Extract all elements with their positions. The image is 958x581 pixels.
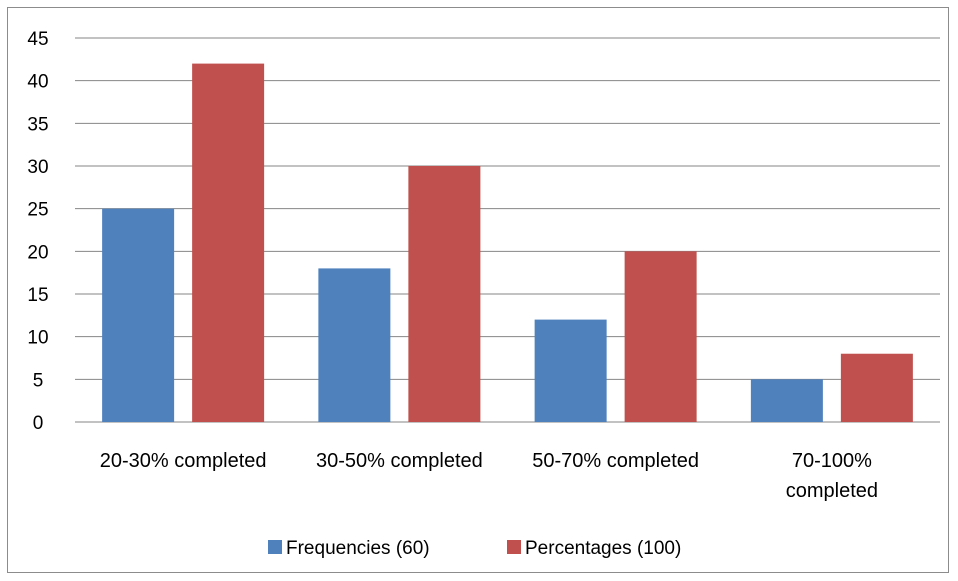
legend: Frequencies (60) Percentages (100)	[268, 538, 681, 559]
y-axis-ticks: 0 5 10 15 20 25 30 35 40 45	[27, 29, 48, 434]
bar-percentages	[840, 353, 913, 422]
bar-percentages	[408, 166, 481, 422]
x-category-label: 30-50% completed	[316, 450, 483, 472]
y-tick-label: 20	[27, 242, 48, 263]
bar-percentages	[192, 63, 265, 422]
legend-swatch	[507, 540, 521, 554]
x-category-label: 70-100%	[792, 450, 872, 472]
bars	[102, 63, 913, 422]
bar-frequencies	[750, 379, 823, 422]
legend-swatch	[268, 540, 282, 554]
y-tick-label: 45	[27, 29, 48, 50]
y-tick-label: 10	[27, 328, 48, 349]
y-tick-label: 0	[33, 413, 44, 434]
x-category-label: completed	[786, 480, 878, 502]
bar-frequencies	[102, 208, 175, 422]
bar-frequencies	[534, 319, 607, 422]
legend-label: Frequencies (60)	[286, 538, 430, 559]
x-category-label: 20-30% completed	[100, 450, 267, 472]
x-axis-labels: 20-30% completed 30-50% completed 50-70% c…	[100, 450, 878, 502]
bar-percentages	[624, 251, 697, 422]
y-tick-label: 30	[27, 157, 48, 178]
legend-label: Percentages (100)	[525, 538, 681, 559]
y-tick-label: 5	[33, 370, 44, 391]
y-tick-label: 15	[27, 285, 48, 306]
y-tick-label: 35	[27, 114, 48, 135]
bar-frequencies	[318, 268, 391, 422]
y-tick-label: 25	[27, 200, 48, 221]
x-category-label: 50-70% completed	[532, 450, 699, 472]
y-tick-label: 40	[27, 72, 48, 93]
